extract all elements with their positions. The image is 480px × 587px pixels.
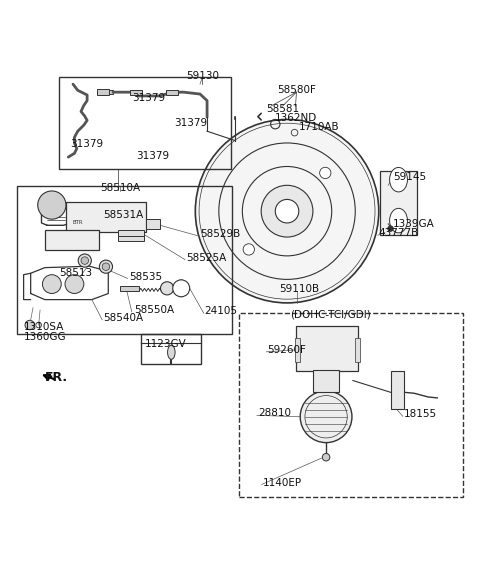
Text: 31379: 31379 [174,118,207,128]
Text: 58513: 58513 [59,268,92,278]
Bar [109,90,113,94]
Text: 28810: 28810 [258,409,291,419]
Bar [391,371,404,409]
Circle shape [323,453,330,461]
Bar [120,286,139,291]
Circle shape [320,167,331,178]
Text: 31379: 31379 [136,151,169,161]
Bar [297,326,358,371]
Circle shape [160,282,174,295]
Bar [59,77,230,169]
Circle shape [275,200,299,223]
Text: 58580F: 58580F [277,85,316,95]
Ellipse shape [390,167,408,192]
Bar [295,338,300,362]
Circle shape [388,226,393,231]
Text: 1310SA: 1310SA [24,322,64,332]
Text: 1339GA: 1339GA [393,220,434,230]
Ellipse shape [390,208,408,233]
Bar [141,335,202,364]
Text: 58510A: 58510A [100,183,140,193]
Text: 59130: 59130 [186,70,219,80]
Circle shape [195,119,379,303]
Text: FR.: FR. [45,371,68,384]
Bar [380,171,417,235]
Text: 58540A: 58540A [104,313,144,323]
Bar [97,89,109,95]
Text: 18155: 18155 [404,409,437,419]
Circle shape [38,191,66,219]
Text: BTR: BTR [72,220,83,225]
Text: 1362ND: 1362ND [275,113,318,123]
Circle shape [261,185,313,237]
Circle shape [78,254,91,267]
Text: 1710AB: 1710AB [299,122,339,132]
Text: 59145: 59145 [393,173,426,183]
Circle shape [300,391,352,443]
Text: 58550A: 58550A [134,305,174,315]
Ellipse shape [168,345,175,359]
Bar [45,231,99,250]
Bar [239,313,463,497]
Circle shape [173,280,190,297]
Text: 43777B: 43777B [379,228,419,238]
Text: 58535: 58535 [130,272,163,282]
Text: 59110B: 59110B [279,284,319,294]
Bar [313,370,339,392]
Bar [118,235,144,241]
Bar [66,202,146,232]
Bar [16,186,231,335]
Bar [118,231,144,236]
Text: 24105: 24105 [204,306,238,316]
Circle shape [243,244,254,255]
Circle shape [81,257,88,264]
Text: (DOHC-TCI/GDI): (DOHC-TCI/GDI) [290,310,371,320]
Circle shape [25,321,35,330]
Text: 58525A: 58525A [186,253,226,263]
Circle shape [99,260,112,274]
Text: 1123GV: 1123GV [145,339,187,349]
Circle shape [65,275,84,294]
Text: 1360GG: 1360GG [24,332,66,342]
Bar [146,219,160,229]
Circle shape [42,275,61,294]
Text: 31379: 31379 [71,139,104,149]
Bar [355,338,360,362]
Circle shape [102,263,110,271]
Text: 58529B: 58529B [200,230,240,239]
Text: 58581: 58581 [266,104,299,114]
Bar [166,90,178,95]
Text: 59260F: 59260F [267,345,306,355]
Text: 31379: 31379 [132,93,165,103]
Text: 1140EP: 1140EP [263,478,302,488]
Bar [131,90,142,95]
Text: 58531A: 58531A [104,210,144,220]
